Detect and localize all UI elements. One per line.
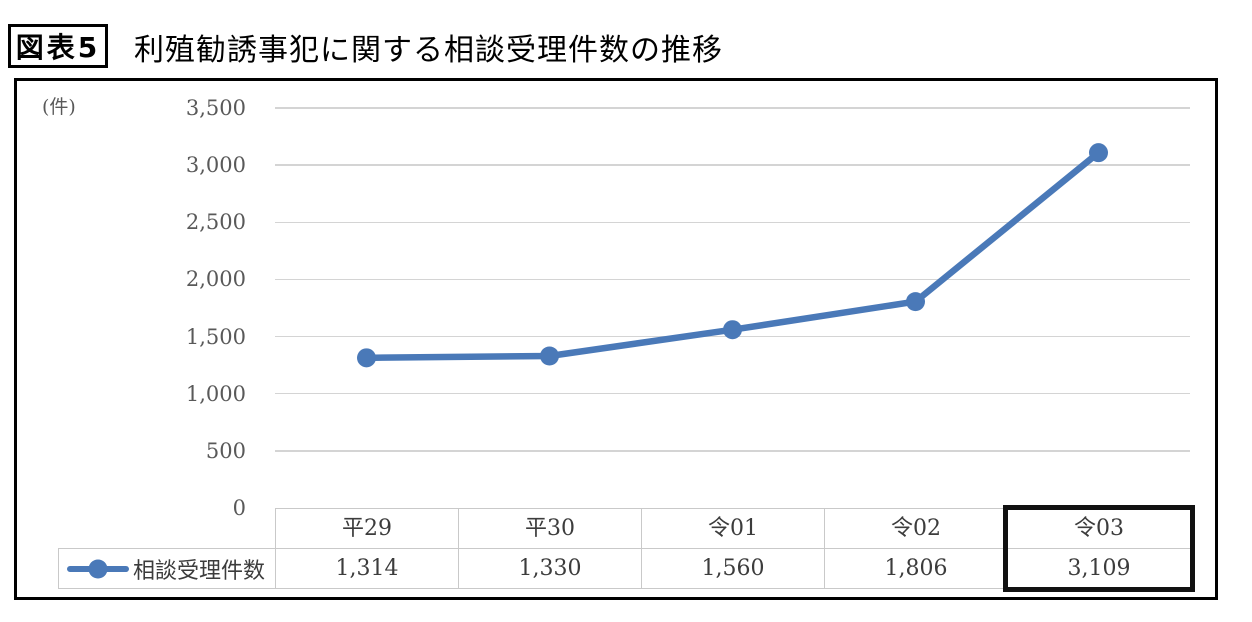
gridline (275, 335, 1190, 338)
y-axis-unit-label: (件) (42, 96, 76, 118)
table-header-cell: 令02 (824, 508, 1008, 549)
y-axis-tick-label: 2,000 (185, 267, 246, 292)
page-title: 利殖勧誘事犯に関する相談受理件数の推移 (134, 33, 723, 68)
table-header-cell: 平29 (275, 508, 459, 549)
y-axis-tick-label: 0 (232, 496, 246, 520)
gridline (275, 450, 1190, 452)
legend-series-label: 相談受理件数 (133, 558, 266, 584)
y-axis-tick-label: 3,000 (185, 153, 246, 178)
table-header-cell: 平30 (458, 508, 642, 549)
y-axis-tick-label: 1,000 (185, 381, 246, 406)
y-axis-tick-label: 500 (205, 438, 246, 463)
table-value-cell: 1,314 (275, 548, 459, 589)
table-value-cell: 1,806 (824, 548, 1008, 589)
gridline (275, 221, 1190, 224)
figure-number-badge: 図表5 (8, 24, 108, 68)
line-series-marker-icon (67, 559, 129, 578)
table-header-cell: 令01 (641, 508, 825, 549)
gridline (275, 278, 1190, 281)
y-axis-tick-label: 1,500 (185, 324, 246, 349)
gridline (275, 164, 1190, 166)
highlight-box (1003, 505, 1195, 592)
gridline (275, 107, 1190, 109)
gridline (275, 392, 1190, 395)
y-axis-tick-label: 2,500 (185, 210, 246, 235)
legend-cell: 相談受理件数 (58, 548, 276, 589)
table-value-cell: 1,560 (641, 548, 825, 589)
y-axis-tick-label: 3,500 (185, 96, 246, 120)
table-value-cell: 1,330 (458, 548, 642, 589)
